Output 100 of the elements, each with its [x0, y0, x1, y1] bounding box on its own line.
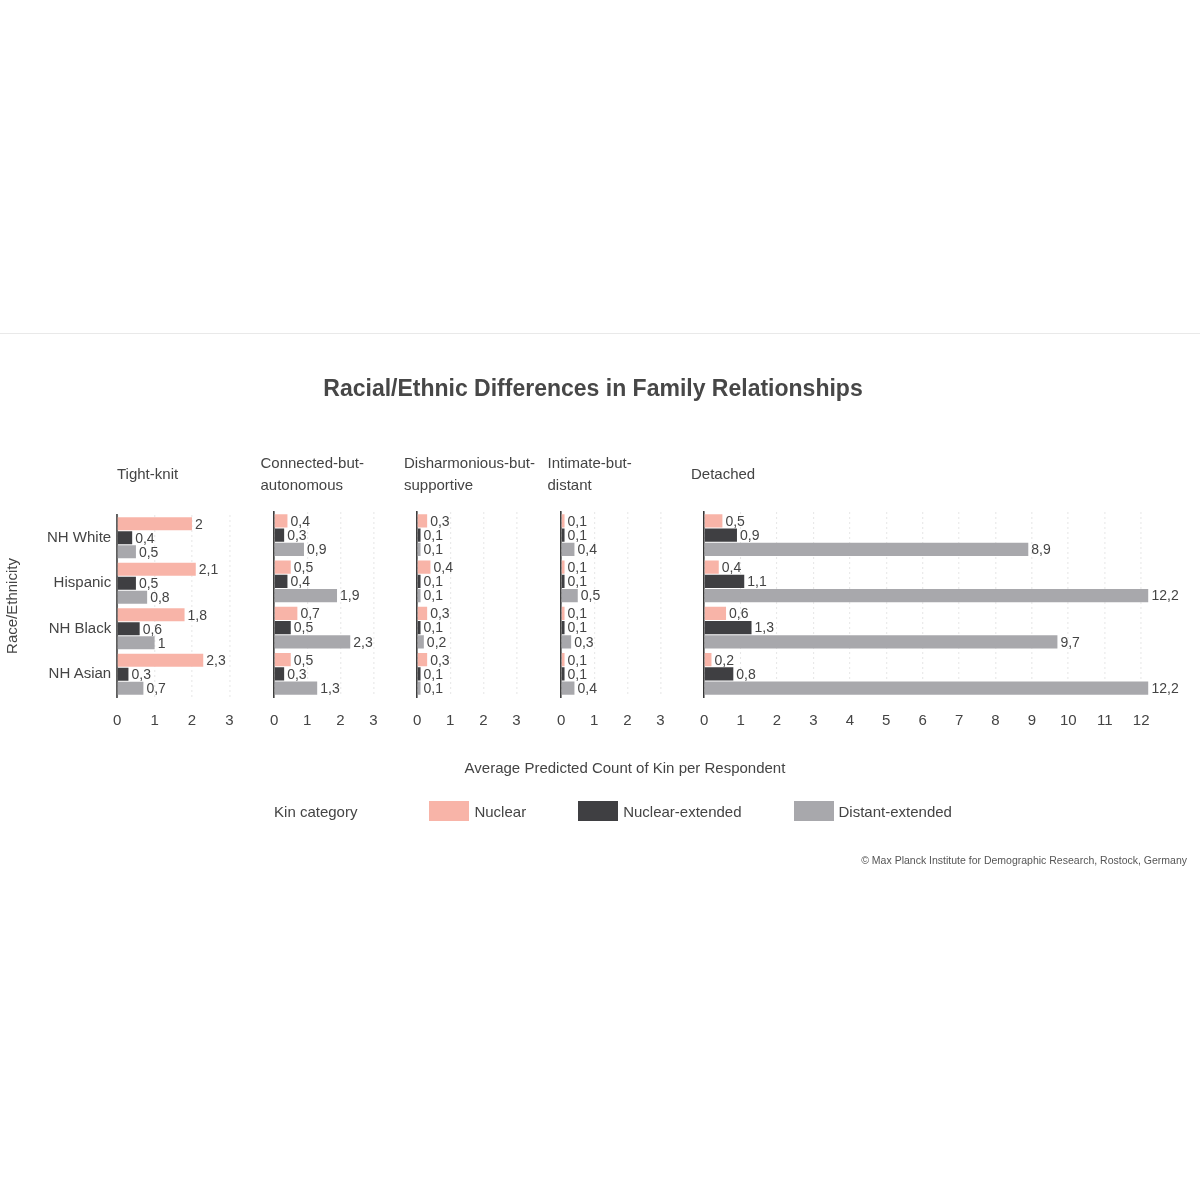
bar	[704, 528, 737, 542]
bar	[274, 514, 287, 528]
data-label: 1,1	[747, 573, 767, 590]
data-label: 0,2	[426, 633, 447, 650]
x-tick-label: 1	[302, 711, 311, 729]
x-tick-label: 11	[1096, 711, 1113, 729]
legend-label: Nuclear	[474, 802, 527, 820]
bar	[704, 681, 1149, 695]
data-label: 0,4	[289, 573, 310, 590]
y-tick-label: Hispanic	[53, 573, 112, 591]
bar	[704, 560, 719, 574]
chart-title: Racial/Ethnic Differences in Family Relationships	[322, 374, 864, 402]
bar	[117, 681, 144, 695]
bar	[117, 576, 136, 590]
data-label: 0,1	[423, 527, 444, 543]
data-label: 0,5	[293, 559, 313, 576]
data-label: 12,2	[1151, 587, 1179, 604]
data-label: 1,3	[754, 619, 775, 636]
x-tick-label: 9	[1027, 711, 1037, 729]
x-tick-label: 8	[991, 711, 1000, 729]
x-tick-label: 0	[413, 711, 422, 729]
x-tick-label: 1	[446, 711, 455, 729]
bar	[117, 590, 148, 604]
data-label: 1,9	[339, 587, 360, 604]
bar	[117, 653, 204, 667]
data-label: 0,1	[567, 651, 587, 668]
bar	[274, 528, 284, 542]
x-tick-label: 2	[187, 711, 197, 729]
data-label: 0,7	[146, 680, 167, 697]
bar	[274, 635, 350, 649]
data-label: 0,6	[142, 620, 163, 637]
bar	[117, 545, 136, 559]
bar	[274, 574, 287, 588]
data-label: 1,8	[187, 606, 208, 623]
x-tick-label: 5	[882, 711, 891, 729]
y-tick-label: NH White	[46, 527, 112, 545]
chart-subtitle: Intimate-but-distant	[547, 453, 632, 495]
bar	[417, 574, 421, 588]
x-tick-label: 2	[622, 711, 632, 729]
data-label: 0,8	[150, 589, 170, 606]
legend-label: Nuclear-extended	[623, 802, 742, 820]
data-label: 0,5	[138, 575, 159, 592]
bar	[704, 514, 723, 528]
bar	[417, 653, 428, 667]
data-label: 12,2	[1151, 679, 1179, 696]
data-label: 0,4	[289, 512, 310, 529]
bar	[117, 667, 129, 681]
legend-title: Kin category	[274, 802, 358, 820]
data-label: 0,1	[423, 573, 444, 590]
bar	[704, 588, 1149, 603]
chart-subtitle: Detached	[691, 464, 756, 484]
data-label: 0,1	[567, 512, 587, 529]
data-label: 0,9	[739, 526, 760, 543]
x-tick-label: 2	[772, 711, 782, 729]
data-label: 0,6	[729, 605, 749, 622]
x-tick-label: 2	[479, 711, 488, 729]
data-label: 0,5	[580, 587, 600, 604]
x-tick-label: 1	[736, 711, 745, 729]
data-label: 0,1	[567, 605, 587, 622]
data-label: 0,4	[135, 529, 155, 546]
x-tick-label: 0	[556, 711, 565, 729]
bar	[417, 588, 421, 603]
bar	[417, 606, 428, 621]
x-tick-label: 7	[954, 711, 964, 729]
bar	[704, 621, 752, 635]
bar	[704, 574, 745, 588]
text: © Max Planck Institute for Demographic Research, Rostock, Germany	[860, 853, 1187, 867]
bar	[274, 653, 291, 667]
data-label: 0,3	[286, 527, 307, 543]
data-label: 0,5	[725, 512, 746, 529]
x-tick-label: 3	[809, 711, 818, 729]
data-label: 2,3	[352, 633, 373, 650]
x-tick-label: 3	[368, 711, 378, 729]
bar	[704, 606, 727, 621]
y-axis-title: Race/Ethnicity	[3, 557, 21, 654]
bar	[117, 608, 185, 622]
x-tick-label: 0	[700, 711, 709, 729]
bar	[274, 606, 297, 621]
data-label: 1	[157, 634, 166, 651]
bar	[274, 667, 284, 681]
bar	[274, 621, 291, 635]
data-label: 0,1	[567, 527, 587, 543]
data-label: 0,3	[430, 651, 450, 668]
data-label: 0,4	[721, 559, 742, 576]
x-tick-label: 0	[269, 711, 278, 729]
x-tick-label: 2	[335, 711, 345, 729]
data-label: 9,7	[1060, 633, 1081, 650]
data-label: 0,3	[430, 605, 450, 622]
data-label: 0,8	[736, 665, 757, 682]
data-label: 2	[195, 515, 204, 532]
chart-subtitle: Disharmonious-but-supportive	[404, 453, 535, 495]
data-label: 0,5	[293, 619, 313, 636]
data-label: 2,3	[206, 652, 226, 669]
x-tick-label: 3	[512, 711, 521, 729]
chart-subtitle: Connected-but-autonomous	[260, 453, 364, 495]
x-tick-label: 10	[1060, 711, 1077, 729]
data-label: 0,1	[423, 619, 444, 636]
bar	[117, 562, 196, 576]
data-label: 0,3	[131, 666, 152, 683]
data-label: 2,1	[198, 561, 219, 578]
